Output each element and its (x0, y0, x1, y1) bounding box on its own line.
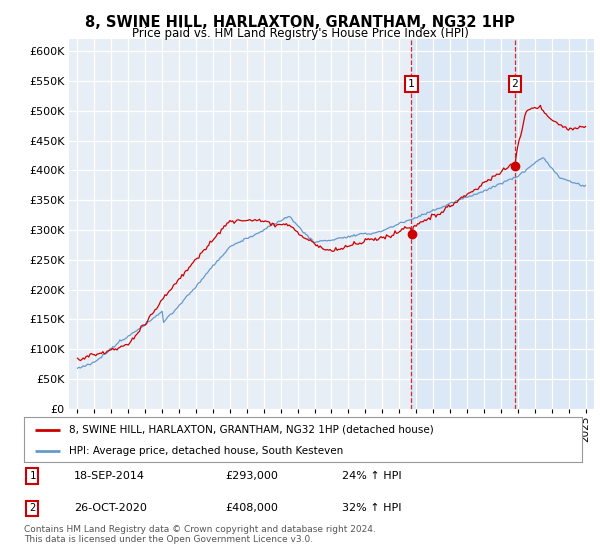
Text: 32% ↑ HPI: 32% ↑ HPI (342, 503, 401, 514)
Text: Contains HM Land Registry data © Crown copyright and database right 2024.
This d: Contains HM Land Registry data © Crown c… (24, 525, 376, 544)
Text: 2: 2 (29, 503, 35, 514)
Bar (412, 39, 594, 409)
Text: Price paid vs. HM Land Registry's House Price Index (HPI): Price paid vs. HM Land Registry's House … (131, 27, 469, 40)
Text: 2: 2 (512, 79, 518, 89)
Text: £293,000: £293,000 (225, 471, 278, 481)
Text: 8, SWINE HILL, HARLAXTON, GRANTHAM, NG32 1HP: 8, SWINE HILL, HARLAXTON, GRANTHAM, NG32… (85, 15, 515, 30)
Text: 18-SEP-2014: 18-SEP-2014 (74, 471, 145, 481)
Text: 1: 1 (29, 471, 35, 481)
Text: 8, SWINE HILL, HARLAXTON, GRANTHAM, NG32 1HP (detached house): 8, SWINE HILL, HARLAXTON, GRANTHAM, NG32… (68, 424, 433, 435)
Text: 1: 1 (408, 79, 415, 89)
Text: £408,000: £408,000 (225, 503, 278, 514)
Text: HPI: Average price, detached house, South Kesteven: HPI: Average price, detached house, Sout… (68, 446, 343, 456)
Text: 26-OCT-2020: 26-OCT-2020 (74, 503, 147, 514)
Text: 24% ↑ HPI: 24% ↑ HPI (342, 471, 401, 481)
